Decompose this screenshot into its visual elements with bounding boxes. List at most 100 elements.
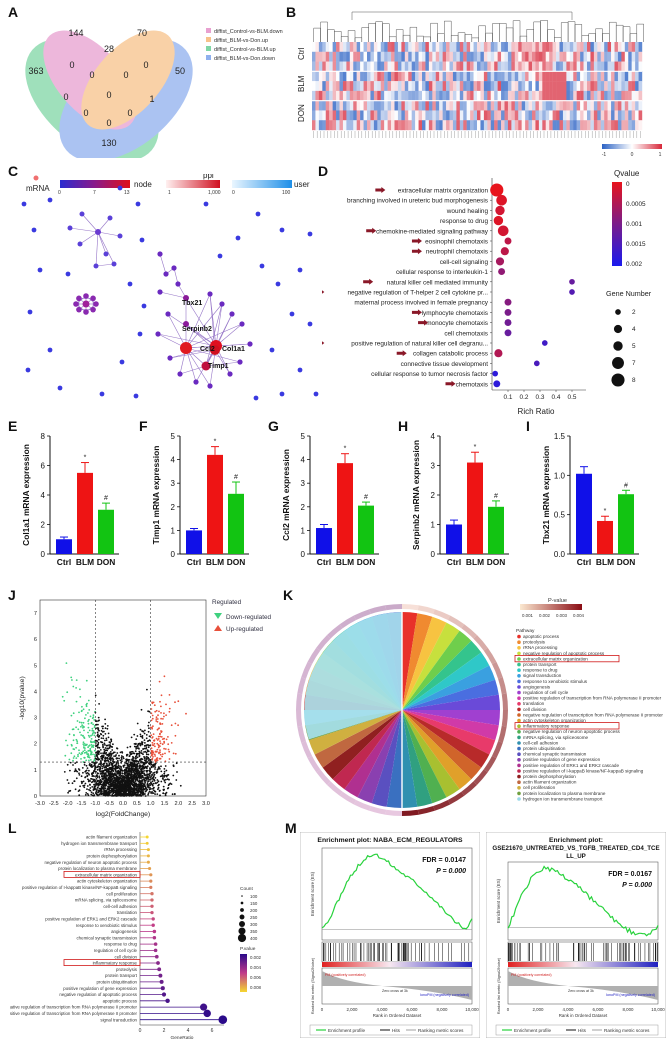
lolli-term-label: cell division <box>115 954 138 959</box>
heatmap-cell <box>518 90 522 101</box>
volcano-point <box>101 780 103 783</box>
volcano-point <box>91 727 94 730</box>
volcano-point <box>133 791 136 793</box>
volcano-point <box>167 784 170 787</box>
volcano-point <box>145 757 148 760</box>
volcano-point <box>92 765 94 768</box>
heatmap-cell <box>318 61 323 72</box>
pie-outer-ring-segment <box>296 693 303 710</box>
heatmap-cell <box>590 120 595 131</box>
venn-value: 144 <box>68 28 83 38</box>
volcano-point <box>165 769 168 772</box>
heatmap-cell <box>446 90 450 101</box>
volcano-point <box>118 781 121 784</box>
volcano-point <box>102 746 104 749</box>
network-node <box>313 391 319 397</box>
heatmap-cell <box>542 71 546 82</box>
volcano-point <box>127 776 130 779</box>
venn-value: 0 <box>69 60 74 70</box>
volcano-point <box>101 792 103 795</box>
volcano-point <box>97 791 99 794</box>
lolli-term-label: positive regulation of I-kappaB kinase/N… <box>22 885 138 890</box>
heatmap-cell <box>504 100 509 111</box>
bar-y-tick-label: 1 <box>171 526 176 535</box>
bar-blm <box>467 462 483 554</box>
heatmap-cell <box>442 61 447 72</box>
volcano-point <box>133 768 136 771</box>
volcano-point <box>126 778 129 781</box>
heatmap-cell <box>473 90 478 101</box>
heatmap-cell <box>556 61 560 72</box>
heatmap-cell <box>507 90 512 101</box>
venn-value: 130 <box>101 138 116 148</box>
bar-y-axis-title: Timp1 mRNA expression <box>151 446 161 545</box>
bar-category-label: Ctrl <box>317 557 331 567</box>
heatmap-cell <box>621 61 626 72</box>
volcano-point <box>119 773 122 776</box>
volcano-point <box>95 754 98 757</box>
heatmap-cell <box>494 51 498 62</box>
volcano-point <box>79 731 81 734</box>
volcano-point <box>82 780 85 783</box>
volcano-point <box>141 791 144 794</box>
volcano-point <box>99 778 102 781</box>
network-node <box>307 231 313 237</box>
heatmap-cell <box>576 110 581 121</box>
volcano-point <box>136 722 139 725</box>
volcano-point <box>140 794 142 797</box>
heatmap-cell <box>617 90 622 101</box>
heatmap-cell <box>600 81 605 92</box>
heatmap-cell <box>356 90 361 101</box>
volcano-point <box>142 730 145 733</box>
lolli-term-label: angiogenesis <box>111 929 138 934</box>
volcano-point <box>108 744 110 746</box>
panel-letter-a: A <box>8 4 19 20</box>
pie-outer-ring-segment <box>483 647 497 665</box>
pie-outer-ring-segment <box>483 755 497 773</box>
network-node <box>25 367 31 373</box>
volcano-point <box>121 790 124 792</box>
network-node <box>77 241 83 247</box>
heatmap-cell <box>322 42 326 52</box>
gsea-zero-cross: Zero cross at 3k <box>382 989 408 993</box>
venn-value: 70 <box>137 28 147 38</box>
volcano-point <box>146 688 148 691</box>
gsea-x-tick: 8,000 <box>623 1007 635 1012</box>
volcano-point <box>141 761 144 764</box>
gsea-x-tick: 2,000 <box>347 1007 359 1012</box>
heatmap-cell <box>628 71 632 82</box>
heatmap-cell <box>442 110 447 121</box>
pie-outer-ring-segment <box>353 799 371 811</box>
lolli-count-dot <box>239 914 245 920</box>
heatmap-cell <box>566 51 571 62</box>
heatmap-cell <box>597 42 601 52</box>
volcano-point <box>69 761 72 764</box>
volcano-point <box>109 781 111 783</box>
volcano-point <box>144 742 146 744</box>
volcano-point <box>96 788 98 791</box>
volcano-point <box>138 748 140 750</box>
network-graph: mRNA node 0 7 13 ppi 1 1,000 user 0 100 Tbx2… <box>21 174 319 401</box>
heatmap-cell <box>573 81 577 92</box>
volcano-point <box>152 744 155 747</box>
heatmap-dendrogram-branch <box>554 37 562 42</box>
heatmap-cell <box>466 61 471 72</box>
volcano-point <box>114 779 117 782</box>
pie-slice <box>344 710 402 798</box>
panel-letter-b: B <box>286 4 297 20</box>
volcano-point <box>115 757 118 760</box>
network-node <box>227 371 233 377</box>
volcano-point <box>80 725 82 728</box>
volcano-point <box>92 779 95 782</box>
heatmap-cell <box>422 71 426 82</box>
heatmap-cell <box>391 71 395 82</box>
heatmap-cell <box>315 120 320 131</box>
heatmap-cell <box>549 90 553 101</box>
lolli-count-dot <box>241 895 243 897</box>
volcano-point <box>138 790 141 792</box>
pie-outer-ring-segment <box>327 781 343 796</box>
volcano-point <box>147 750 150 753</box>
pie-slice <box>402 640 482 710</box>
pie-pvalue-colorbar <box>520 604 582 610</box>
